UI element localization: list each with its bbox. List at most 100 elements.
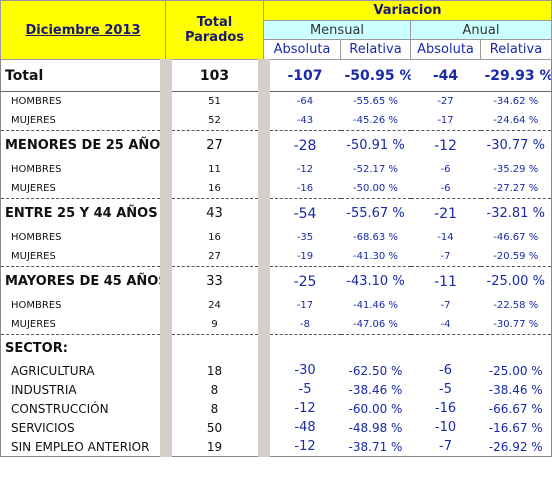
row-label: Total [0,59,172,92]
row-label: SERVICIOS [0,418,172,437]
total-value: 27 [165,247,270,267]
row-label: CONSTRUCCIÓN [0,399,172,418]
monthly-absolute: -5 [298,382,312,397]
annual-header: Anual [410,20,552,40]
row: INDUSTRIA 8 -5 -38.46 % -5 -38.46 % [0,380,552,399]
annual-relative: -20.59 % [493,251,539,262]
total-value: 33 [165,266,270,296]
total-value: 16 [165,228,270,247]
row: HOMBRES 16 -35 -68.63 % -14 -46.67 % [0,228,552,247]
total-value: 9 [165,315,270,335]
monthly-relative: -52.17 % [353,164,398,175]
annual-relative: -30.77 % [480,130,552,160]
annual-absolute: -7 [440,300,451,311]
monthly-absolute: -8 [300,319,310,330]
row: MUJERES 16 -16 -50.00 % -6 -27.27 % [0,179,552,199]
annual-absolute: -12 [410,130,481,160]
monthly-absolute: -16 [296,183,314,194]
row-label: MUJERES [0,315,172,335]
total-value: 19 [165,437,270,457]
monthly-absolute: -35 [296,232,314,243]
row: MUJERES 27 -19 -41.30 % -7 -20.59 % [0,247,552,267]
monthly-absolute: -12 [294,439,316,454]
annual-relative: -25.00 % [480,266,552,296]
row: HOMBRES 24 -17 -41.46 % -7 -22.58 % [0,296,552,315]
monthly-header: Mensual [263,20,411,40]
monthly-absolute: -12 [296,164,314,175]
annual-absolute: -4 [440,319,451,330]
total-value: 8 [165,380,270,399]
total-value: 50 [165,418,270,437]
row: MENORES DE 25 AÑOS: 27 -28 -50.91 % -12 -30.7… [0,130,552,160]
annual-relative: -26.92 % [488,439,543,454]
row: Total 103 -107 -50.95 % -44 -29.93 % [0,59,552,92]
monthly-relative: -55.67 % [340,198,411,228]
monthly-absolute: -28 [263,130,341,160]
annual-relative: -16.67 % [488,420,543,435]
row: MAYORES DE 45 AÑOS 33 -25 -43.10 % -11 -25.00… [0,266,552,296]
row: ENTRE 25 Y 44 AÑOS 43 -54 -55.67 % -21 -32.81… [0,198,552,228]
annual-absolute: -11 [410,266,481,296]
row-label: HOMBRES [0,91,172,111]
period: Diciembre 2013 [0,0,166,60]
monthly-absolute: -17 [296,300,314,311]
annual-absolute: -5 [439,382,452,397]
row-label: SIN EMPLEO ANTERIOR [0,437,172,457]
annual-absolute: -17 [437,115,454,126]
row: HOMBRES 51 -64 -55.65 % -27 -34.62 % [0,91,552,111]
row-label: HOMBRES [0,296,172,315]
cell [165,334,270,361]
annual-relative: -46.67 % [493,232,539,243]
total-value: 51 [165,91,270,111]
monthly-relative: -41.46 % [353,300,398,311]
monthly-relative: -43.10 % [340,266,411,296]
row: SECTOR: [0,334,552,361]
total-value: 52 [165,111,270,131]
cell [480,334,552,361]
monthly-relative: -48.98 % [348,420,403,435]
row-label: MUJERES [0,247,172,267]
annual-absolute: -44 [410,59,481,92]
monthly-relative: -50.95 % [340,59,411,92]
annual-relative: -34.62 % [493,96,539,107]
monthly-relative: -45.26 % [353,115,398,126]
column-header: Relativa [340,39,411,60]
monthly-relative: -38.46 % [348,382,403,397]
section-title: SECTOR: [0,334,172,361]
annual-absolute: -16 [434,401,457,416]
row-label: MUJERES [0,179,172,199]
monthly-relative: -68.63 % [353,232,398,243]
total-value: 8 [165,399,270,418]
monthly-relative: -60.00 % [348,401,403,416]
row: AGRICULTURA 18 -30 -62.50 % -6 -25.00 % [0,361,552,380]
total-value: 24 [165,296,270,315]
annual-relative: -35.29 % [493,164,539,175]
monthly-relative: -50.00 % [353,183,398,194]
column-header: Absoluta [410,39,481,60]
monthly-relative: -50.91 % [340,130,411,160]
annual-absolute: -14 [437,232,454,243]
row-label: AGRICULTURA [0,361,172,380]
column-header: Relativa [480,39,552,60]
annual-absolute: -27 [437,96,454,107]
annual-absolute: -10 [434,420,457,435]
row-label: MUJERES [0,111,172,131]
row-label: HOMBRES [0,228,172,247]
total-value: 43 [165,198,270,228]
annual-absolute: -7 [439,439,452,454]
annual-relative: -22.58 % [493,300,539,311]
monthly-relative: -38.71 % [348,439,403,454]
annual-relative: -29.93 % [480,59,552,92]
annual-relative: -25.00 % [488,363,543,378]
total-header: Total Parados [165,0,264,60]
row: SIN EMPLEO ANTERIOR 19 -12 -38.71 % -7 -26.92… [0,437,552,457]
row: CONSTRUCCIÓN 8 -12 -60.00 % -16 -66.67 % [0,399,552,418]
annual-relative: -32.81 % [480,198,552,228]
annual-absolute: -6 [440,164,451,175]
annual-absolute: -21 [410,198,481,228]
row-label: HOMBRES [0,160,172,179]
row: HOMBRES 11 -12 -52.17 % -6 -35.29 % [0,160,552,179]
monthly-absolute: -12 [294,401,316,416]
row: MUJERES 9 -8 -47.06 % -4 -30.77 % [0,315,552,335]
cell [263,334,341,361]
